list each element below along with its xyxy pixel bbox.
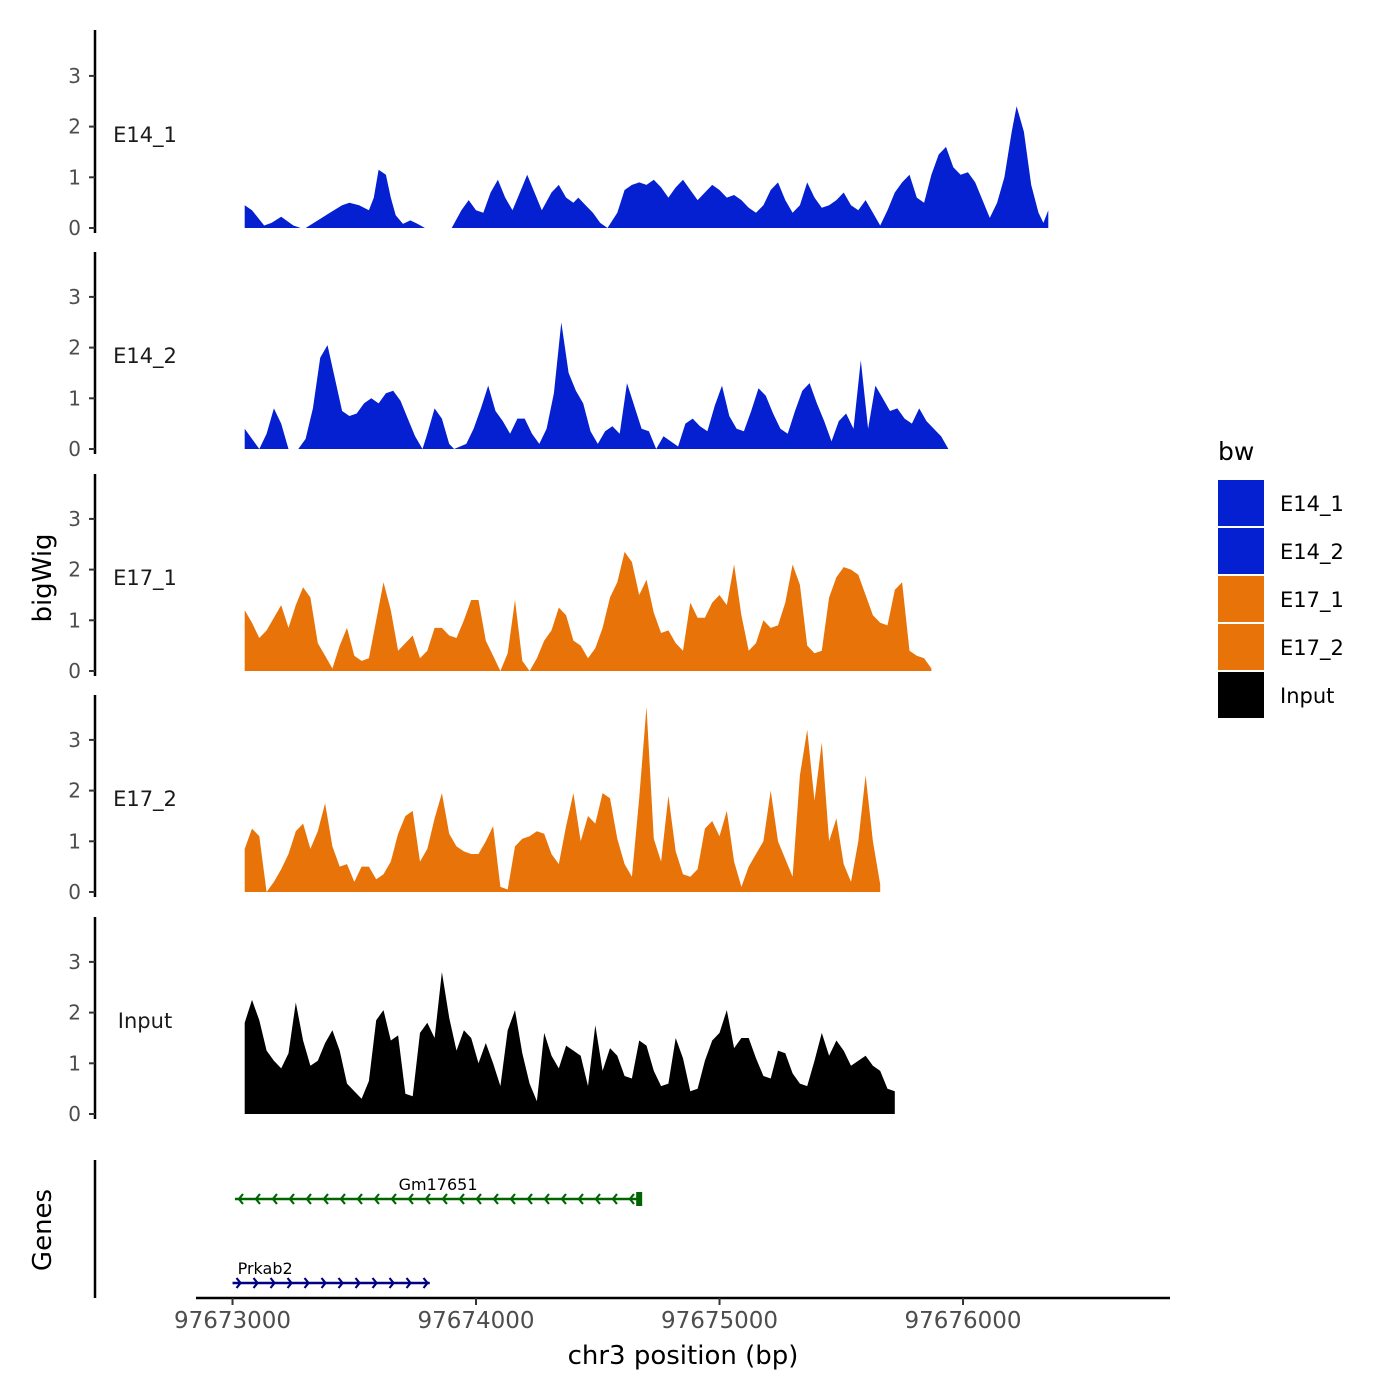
gene-strand-arrow (441, 1193, 448, 1205)
legend-swatch-E14_1 (1218, 480, 1264, 526)
gene-strand-arrow (526, 1193, 533, 1205)
y-tick-label-Input-3: 3 (68, 950, 81, 974)
legend-swatch-Input (1218, 672, 1264, 718)
gene-strand-arrow (320, 1277, 327, 1289)
y-tick-label-E14_2-0: 0 (68, 437, 81, 461)
gene-label-Gm17651: Gm17651 (399, 1175, 478, 1194)
gene-strand-arrow (458, 1193, 465, 1205)
gene-strand-arrow (577, 1193, 584, 1205)
y-tick-label-E14_1-2: 2 (68, 115, 81, 139)
gene-strand-arrow (390, 1193, 397, 1205)
gene-strand-arrow (252, 1277, 259, 1289)
gene-strand-arrow (405, 1277, 412, 1289)
gene-strand-arrow (373, 1193, 380, 1205)
y-tick-label-E14_2-3: 3 (68, 285, 81, 309)
gene-strand-arrow (337, 1277, 344, 1289)
y-tick-label-E14_1-0: 0 (68, 216, 81, 240)
legend: bw E14_1 E14_2 E17_1 E17_2 Input (1218, 437, 1344, 718)
area-E17_2 (244, 706, 881, 892)
gene-strand-arrow (594, 1193, 601, 1205)
y-tick-label-E14_2-2: 2 (68, 336, 81, 360)
y-tick-label-E17_2-0: 0 (68, 880, 81, 904)
gene-strand-arrow (305, 1193, 312, 1205)
legend-label-E17_2: E17_2 (1280, 636, 1344, 661)
gene-label-Prkab2: Prkab2 (238, 1259, 293, 1278)
legend-label-E17_1: E17_1 (1280, 588, 1344, 613)
bigwig-tracks: 0 1 2 3 E14_1 0 1 2 3 E14_2 0 1 2 3 E17_1 0 1 2 3 E17_2 0 1 2 3… (68, 30, 1049, 1126)
track-E17_2: 0 1 2 3 E17_2 (68, 695, 881, 904)
gene-strand-arrow (628, 1193, 635, 1205)
y-tick-label-E14_1-3: 3 (68, 64, 81, 88)
gene-strand-arrow (254, 1193, 261, 1205)
gene-strand-arrow (422, 1277, 429, 1289)
y-tick-label-Input-2: 2 (68, 1001, 81, 1025)
gene-track-title: Genes (28, 1189, 58, 1271)
gene-strand-arrow (407, 1193, 414, 1205)
y-tick-label-E14_2-1: 1 (68, 386, 81, 410)
y-tick-label-E17_2-3: 3 (68, 728, 81, 752)
gene-strand-arrow (354, 1277, 361, 1289)
x-tick-label-97675000: 97675000 (661, 1308, 778, 1334)
legend-swatch-E17_2 (1218, 624, 1264, 670)
gene-strand-arrow (560, 1193, 567, 1205)
y-axis-title: bigWig (28, 533, 58, 622)
y-tick-label-E17_1-3: 3 (68, 507, 81, 531)
y-tick-label-E14_1-1: 1 (68, 165, 81, 189)
track-label-Input: Input (118, 1009, 172, 1033)
track-E14_1: 0 1 2 3 E14_1 (68, 30, 1049, 240)
area-Input (244, 972, 895, 1114)
gene-strand-arrow (235, 1277, 242, 1289)
legend-swatch-E14_2 (1218, 528, 1264, 574)
y-tick-label-Input-0: 0 (68, 1102, 81, 1126)
gene-strand-arrow (303, 1277, 310, 1289)
x-tick-label-97673000: 97673000 (174, 1308, 291, 1334)
gene-strand-arrow (475, 1193, 482, 1205)
y-tick-label-E17_2-1: 1 (68, 829, 81, 853)
gene-Prkab2: Prkab2 (232, 1259, 430, 1289)
gene-strand-arrow (492, 1193, 499, 1205)
area-E17_1 (244, 551, 932, 671)
track-Input: 0 1 2 3 Input (68, 917, 895, 1126)
x-tick-label-97674000: 97674000 (417, 1308, 534, 1334)
y-tick-label-E17_1-0: 0 (68, 659, 81, 683)
track-label-E14_1: E14_1 (113, 123, 177, 148)
gene-strand-arrow (611, 1193, 618, 1205)
gene-strand-arrow (543, 1193, 550, 1205)
track-label-E17_1: E17_1 (113, 566, 177, 591)
legend-swatch-E17_1 (1218, 576, 1264, 622)
gene-strand-arrow (237, 1193, 244, 1205)
gene-strand-arrow (339, 1193, 346, 1205)
area-E14_2 (244, 322, 949, 449)
track-E17_1: 0 1 2 3 E17_1 (68, 474, 932, 683)
y-tick-label-E17_1-2: 2 (68, 558, 81, 582)
gene-exon-Gm17651 (636, 1192, 643, 1206)
gene-strand-arrow (388, 1277, 395, 1289)
track-label-E14_2: E14_2 (113, 344, 177, 369)
gene-strand-arrow (271, 1193, 278, 1205)
legend-title: bw (1218, 437, 1254, 466)
gene-strand-arrow (371, 1277, 378, 1289)
track-label-E17_2: E17_2 (113, 787, 177, 812)
legend-label-E14_2: E14_2 (1280, 540, 1344, 565)
y-tick-label-E17_1-1: 1 (68, 608, 81, 632)
gene-strand-arrow (509, 1193, 516, 1205)
track-E14_2: 0 1 2 3 E14_2 (68, 252, 949, 461)
gene-strand-arrow (424, 1193, 431, 1205)
gene-Gm17651: Gm17651 (234, 1175, 643, 1206)
x-axis: 97673000 97674000 97675000 97676000 (174, 1296, 1170, 1334)
x-tick-label-97676000: 97676000 (904, 1308, 1021, 1334)
gene-strand-arrow (322, 1193, 329, 1205)
gene-strand-arrow (288, 1193, 295, 1205)
gene-strand-arrow (286, 1277, 293, 1289)
area-E14_1 (244, 106, 1049, 228)
legend-label-Input: Input (1280, 684, 1334, 708)
y-tick-label-E17_2-2: 2 (68, 779, 81, 803)
legend-label-E14_1: E14_1 (1280, 492, 1344, 517)
x-axis-title: chr3 position (bp) (568, 1341, 799, 1371)
gene-strand-arrow (269, 1277, 276, 1289)
gene-track: Gm17651 Prkab2 (93, 1160, 643, 1298)
gene-strand-arrow (356, 1193, 363, 1205)
y-tick-label-Input-1: 1 (68, 1051, 81, 1075)
